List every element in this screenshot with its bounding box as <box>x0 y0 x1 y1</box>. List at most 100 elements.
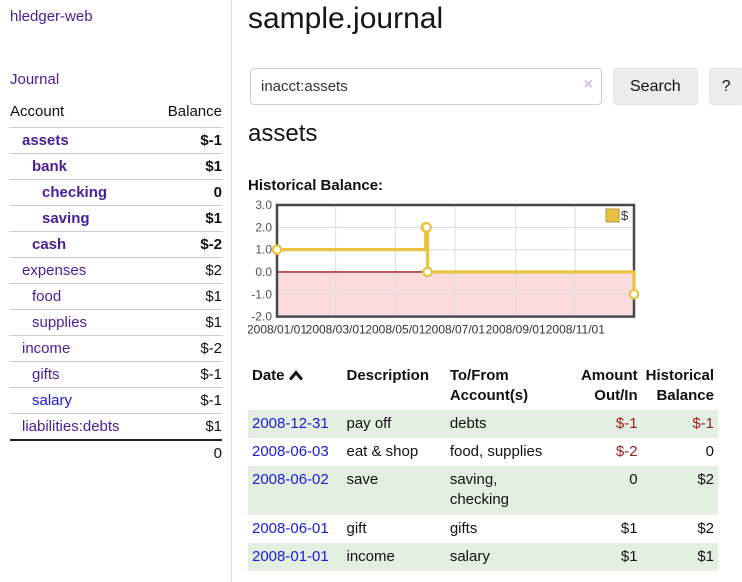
account-link-bank[interactable]: bank <box>32 158 68 175</box>
account-link-checking[interactable]: checking <box>42 184 108 201</box>
register-table: Date Description To/From Account(s) Amou… <box>248 363 718 571</box>
transaction-balance: $1 <box>697 547 714 565</box>
data-point-marker[interactable] <box>628 288 640 300</box>
transaction-accounts: debts <box>449 414 487 432</box>
account-balance: 0 <box>151 179 222 206</box>
account-cell: cash <box>10 231 152 258</box>
search-input[interactable] <box>250 68 602 105</box>
transaction-date-cell: 2008-06-01 <box>248 515 342 543</box>
account-link-food[interactable]: food <box>32 288 62 305</box>
register-header-description: Description <box>346 367 429 384</box>
transaction-date-cell: 2008-06-02 <box>248 466 342 515</box>
account-balance: $-2 <box>151 231 222 258</box>
transaction-row: 2008-06-03 eat & shop food, supplies $-2 0 <box>248 438 718 466</box>
x-axis-tick-label: 2008/07/01 <box>425 323 485 337</box>
transaction-date-link[interactable]: 2008-01-01 <box>252 547 329 565</box>
search-form: × Search ? <box>250 68 742 105</box>
transaction-date-link[interactable]: 2008-06-02 <box>252 471 329 488</box>
transaction-row: 2008-01-01 income salary $1 $1 <box>248 542 718 571</box>
account-link-salary[interactable]: salary <box>32 392 73 409</box>
data-point-marker[interactable] <box>421 222 432 233</box>
transaction-date-link[interactable]: 2008-06-03 <box>252 442 329 460</box>
account-row: cash $-2 <box>10 231 222 258</box>
historical-balance-chart[interactable]: $3.0 2.0 1.0 0.0 -1.0 -2.0 2008/01/01 2008/03/0… <box>247 198 660 342</box>
transaction-amount: 0 <box>629 471 638 488</box>
account-balance: $1 <box>151 283 222 310</box>
transaction-accounts: saving, checking <box>449 471 510 509</box>
search-box: × <box>250 68 602 105</box>
account-heading: assets <box>248 120 318 147</box>
y-axis-tick-label: 2.0 <box>255 220 272 234</box>
y-axis-tick-label: -1.0 <box>251 287 272 301</box>
account-row: checking 0 <box>10 179 222 206</box>
transaction-row: 2008-12-31 pay off debts $-1 $-1 <box>248 409 718 438</box>
account-row: assets $-1 <box>10 127 222 154</box>
date-header-label: Date <box>252 367 285 384</box>
account-link-supplies[interactable]: supplies <box>32 314 88 331</box>
data-point-marker[interactable] <box>271 244 283 255</box>
account-cell: gifts <box>10 361 152 388</box>
help-button[interactable]: ? <box>708 68 742 105</box>
account-balance: $1 <box>151 205 222 232</box>
page-title: sample.journal <box>248 2 444 35</box>
account-row: bank $1 <box>10 153 222 180</box>
account-balance: $1 <box>151 413 222 440</box>
accounts-total-value: 0 <box>151 439 222 466</box>
search-button[interactable]: Search <box>613 68 698 105</box>
transaction-date-cell: 2008-01-01 <box>248 543 342 571</box>
transaction-row: 2008-06-02 save saving, checking 0 $2 <box>248 466 718 515</box>
accounts-header-account: Account <box>10 103 65 120</box>
clear-search-icon[interactable]: × <box>583 76 593 93</box>
transaction-date-link[interactable]: 2008-06-01 <box>252 519 329 537</box>
account-row: expenses $2 <box>10 257 222 284</box>
x-axis-tick-label: 2008/01/01 <box>248 323 307 337</box>
account-link-liabilities-debts[interactable]: liabilities:debts <box>22 418 120 435</box>
transaction-row: 2008-06-01 gift gifts $1 $2 <box>248 515 718 543</box>
account-link-gifts[interactable]: gifts <box>32 366 60 383</box>
transaction-balance: $2 <box>697 519 714 537</box>
account-balance: $-1 <box>151 127 222 154</box>
register-header-date[interactable]: Date <box>248 363 342 410</box>
account-row: liabilities:debts $1 <box>10 413 222 440</box>
transaction-description: eat & shop <box>346 442 419 460</box>
account-cell: checking <box>10 179 152 206</box>
transaction-date-link[interactable]: 2008-12-31 <box>252 414 329 432</box>
account-link-cash[interactable]: cash <box>32 236 67 253</box>
account-cell: supplies <box>10 309 152 336</box>
transaction-date-cell: 2008-12-31 <box>248 410 342 438</box>
transaction-accounts: salary <box>449 547 490 565</box>
transaction-description: pay off <box>346 414 392 432</box>
register-header-balance: Historical Balance <box>645 367 714 405</box>
transaction-accounts: gifts <box>449 519 478 537</box>
account-link-assets[interactable]: assets <box>22 132 69 149</box>
register-header-tofrom: To/From Account(s) <box>449 367 529 405</box>
y-axis-tick-label: 0.0 <box>255 265 272 279</box>
account-cell: bank <box>10 153 152 180</box>
sidebar-item-journal[interactable]: Journal <box>10 71 60 88</box>
sidebar: hledger-web Journal Account Balance asse… <box>0 0 232 582</box>
account-balance: $-2 <box>151 335 222 362</box>
account-cell: saving <box>10 205 152 232</box>
account-row: income $-2 <box>10 335 222 362</box>
x-axis-tick-label: 2008/09/01 <box>486 323 546 337</box>
accounts-total-row: 0 <box>10 439 222 466</box>
accounts-header-row: Account Balance <box>10 100 222 128</box>
accounts-table: Account Balance assets $-1 bank $1 checking 0… <box>10 100 222 466</box>
account-link-saving[interactable]: saving <box>42 210 90 227</box>
account-cell: food <box>10 283 152 310</box>
app-title-link[interactable]: hledger-web <box>10 8 93 25</box>
transaction-date-cell: 2008-06-03 <box>248 438 342 466</box>
account-row: supplies $1 <box>10 309 222 336</box>
transaction-amount: $-1 <box>615 414 638 432</box>
balance-chart-canvas[interactable]: $3.0 2.0 1.0 0.0 -1.0 -2.02008/01/012008/03/0… <box>247 198 660 342</box>
accounts-header-balance: Balance <box>167 103 222 120</box>
accounts-total-spacer <box>10 439 152 466</box>
account-cell: salary <box>10 387 152 414</box>
transaction-description: gift <box>346 519 367 537</box>
account-link-income[interactable]: income <box>22 340 71 357</box>
account-cell: income <box>10 335 152 362</box>
x-axis-tick-label: 2008/03/01 <box>306 323 366 337</box>
account-link-expenses[interactable]: expenses <box>22 262 87 279</box>
account-balance: $-1 <box>151 361 222 388</box>
data-point-marker[interactable] <box>422 266 433 278</box>
